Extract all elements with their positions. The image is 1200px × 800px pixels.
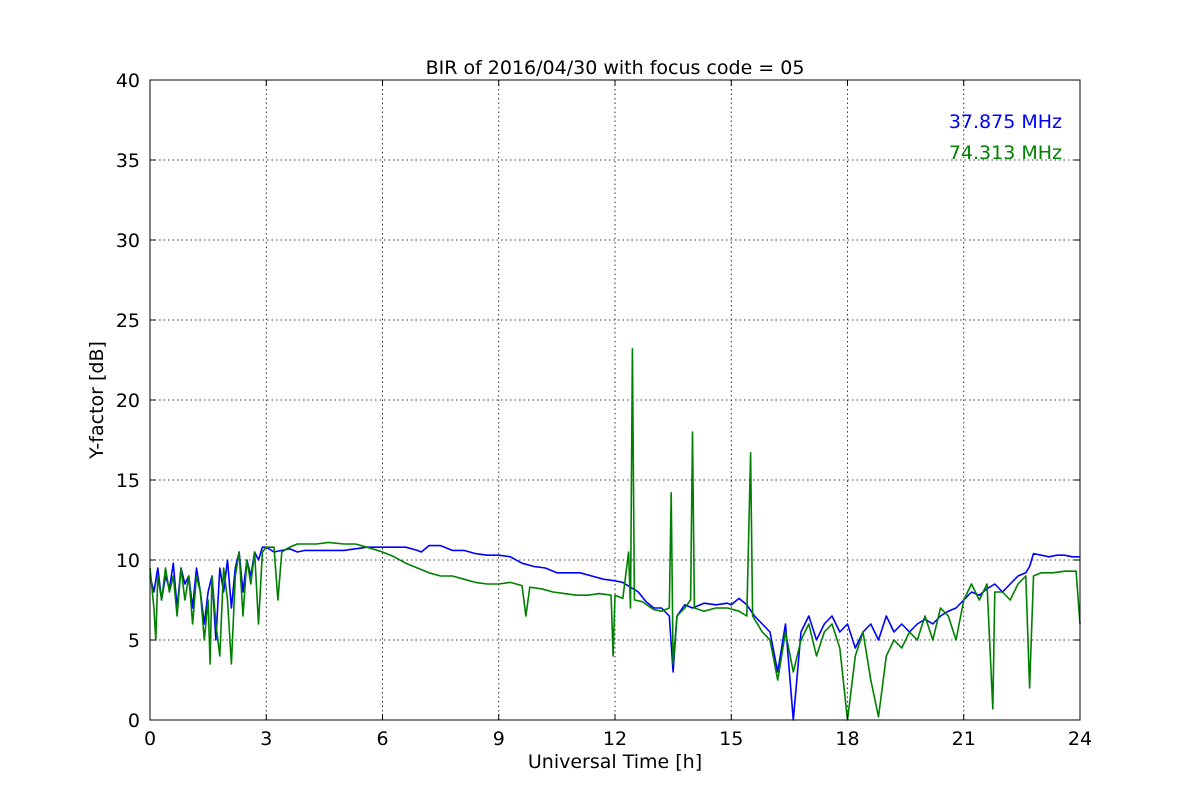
y-tick-label: 15 bbox=[116, 470, 140, 492]
y-tick-label: 40 bbox=[116, 70, 140, 92]
x-tick-label: 18 bbox=[835, 728, 859, 750]
x-axis-label: Universal Time [h] bbox=[528, 751, 702, 773]
x-tick-label: 3 bbox=[260, 728, 272, 750]
x-tick-label: 12 bbox=[603, 728, 627, 750]
x-tick-label: 15 bbox=[719, 728, 743, 750]
x-tick-label: 9 bbox=[493, 728, 505, 750]
series-layer bbox=[149, 348, 1081, 721]
series-line-2 bbox=[149, 348, 1081, 721]
y-axis-label: Y-factor [dB] bbox=[86, 341, 108, 460]
chart-title: BIR of 2016/04/30 with focus code = 05 bbox=[426, 57, 805, 79]
y-tick-label: 0 bbox=[128, 710, 140, 732]
x-tick-label: 21 bbox=[952, 728, 976, 750]
x-tick-labels: 0 3 6 9 12 15 18 21 24 bbox=[144, 728, 1092, 750]
x-tick-label: 0 bbox=[144, 728, 156, 750]
y-tick-label: 20 bbox=[116, 390, 140, 412]
legend: 37.875 MHz 74.313 MHz bbox=[949, 111, 1062, 164]
legend-entry-series-1: 37.875 MHz bbox=[949, 111, 1062, 133]
axis-ticks bbox=[149, 79, 1081, 721]
y-tick-label: 35 bbox=[116, 150, 140, 172]
y-tick-label: 5 bbox=[128, 630, 140, 652]
y-tick-label: 10 bbox=[116, 550, 140, 572]
x-tick-label: 6 bbox=[376, 728, 388, 750]
grid-lines bbox=[150, 80, 1080, 720]
series-line-1 bbox=[149, 544, 1080, 721]
x-tick-label: 24 bbox=[1068, 728, 1092, 750]
y-tick-label: 25 bbox=[116, 310, 140, 332]
legend-entry-series-2: 74.313 MHz bbox=[949, 142, 1062, 164]
y-tick-labels: 0 5 10 15 20 25 30 35 40 bbox=[116, 70, 140, 732]
y-tick-label: 30 bbox=[116, 230, 140, 252]
